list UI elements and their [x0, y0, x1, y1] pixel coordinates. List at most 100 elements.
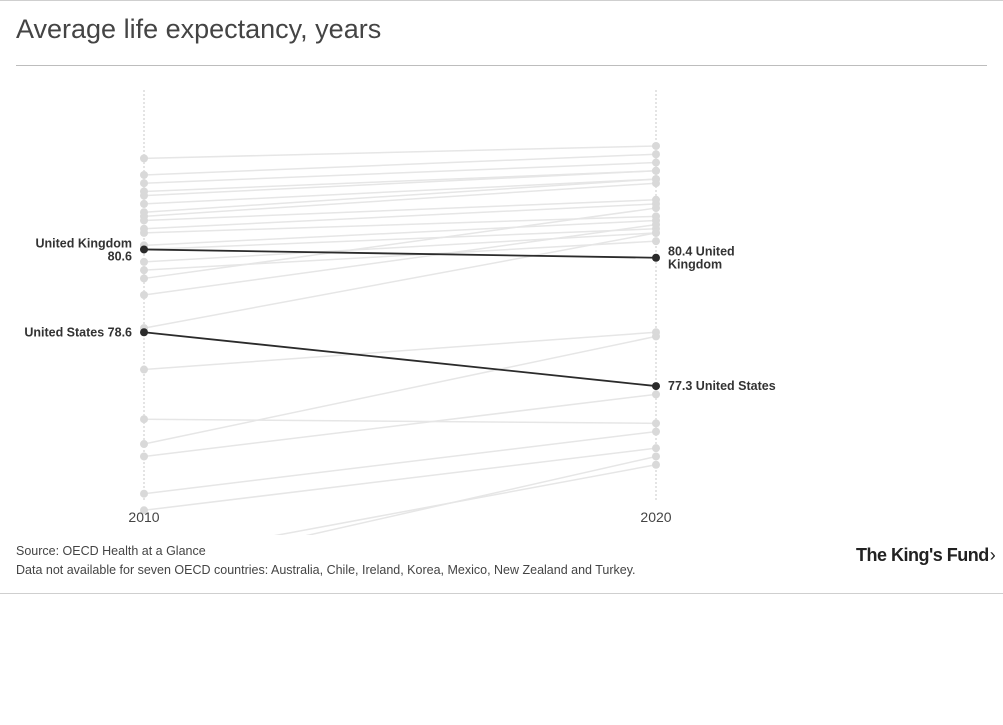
data-point-2010 [140, 257, 148, 266]
data-point-2010 [140, 415, 148, 424]
data-point-2010 [140, 199, 148, 208]
series-line [143, 447, 657, 512]
title-divider [16, 65, 987, 66]
series-line-background [140, 224, 660, 254]
series-line-background [140, 141, 660, 163]
data-point-2020 [652, 460, 660, 469]
series-line [143, 393, 657, 458]
series-line-background [140, 150, 660, 179]
united-kingdom-point-2020 [652, 253, 660, 262]
series-line [143, 199, 657, 222]
data-point-2010 [140, 179, 148, 188]
data-point-2020 [652, 452, 660, 461]
series-line [143, 153, 657, 176]
series-line [143, 223, 657, 296]
data-point-2010 [140, 506, 148, 515]
series-line-background [140, 427, 660, 498]
series-line-background [140, 444, 660, 515]
united-states-label-2010: United States 78.6 [24, 325, 132, 339]
series-line-background [140, 204, 660, 283]
data-point-2010 [140, 170, 148, 179]
series-line-background [140, 332, 660, 449]
data-point-2010 [140, 191, 148, 200]
series-line [143, 335, 657, 445]
series-line [143, 430, 657, 495]
series-line [274, 464, 657, 535]
united-states-point-2020 [652, 382, 660, 391]
series-line-background [140, 158, 660, 188]
data-point-2010 [140, 274, 148, 283]
data-point-2010 [140, 365, 148, 374]
chart-title: Average life expectancy, years [16, 14, 382, 44]
series-line-background [140, 390, 660, 461]
series-line [143, 331, 657, 371]
series-line-background [140, 415, 660, 428]
data-point-2020 [652, 237, 660, 246]
series-line [143, 203, 657, 230]
united-kingdom-label-2020-line2: Kingdom [668, 258, 722, 272]
series-line-background [305, 452, 660, 535]
data-point-2010 [140, 440, 148, 449]
series-line-background [140, 166, 660, 200]
series-line [143, 145, 657, 160]
bottom-divider [0, 593, 1003, 594]
data-point-2020 [652, 228, 660, 237]
united-kingdom-point-2010 [140, 245, 148, 254]
data-point-2020 [652, 158, 660, 167]
data-point-2020 [652, 419, 660, 428]
series-line-background [140, 199, 660, 233]
data-point-2020 [652, 220, 660, 229]
data-point-2020 [652, 332, 660, 341]
series-line-background [274, 460, 660, 535]
united-states-label-2020: 77.3 United States [668, 379, 776, 393]
series-line [143, 228, 657, 251]
chevron-right-icon: › [989, 545, 996, 565]
data-point-2010 [140, 452, 148, 461]
top-divider [0, 0, 1003, 1]
data-point-2020 [652, 179, 660, 188]
data-point-2010 [140, 216, 148, 225]
data-point-2020 [652, 390, 660, 399]
series-line [143, 232, 657, 263]
series-line [143, 219, 657, 247]
series-line [143, 178, 657, 205]
series-line [143, 418, 657, 425]
data-point-2010 [140, 228, 148, 237]
united-states-line [143, 331, 657, 387]
data-point-2010 [140, 154, 148, 163]
logo-text: The King's Fund [856, 545, 989, 565]
series-line [143, 178, 657, 213]
series-line [305, 455, 657, 535]
series-line [143, 207, 657, 280]
united-kingdom-label-2010: United Kingdom [35, 236, 132, 250]
series-line [143, 232, 657, 329]
series-line [143, 182, 657, 218]
united-kingdom-line [143, 248, 657, 259]
x-tick-label-2010: 2010 [128, 509, 159, 525]
series-line [143, 240, 657, 271]
data-point-2020 [652, 204, 660, 213]
data-point-2020 [652, 427, 660, 436]
series-line-background [140, 237, 660, 275]
united-kingdom-label-2020: 80.4 United [668, 245, 735, 259]
series-line-background [140, 216, 660, 250]
data-point-2020 [652, 150, 660, 159]
data-point-2020 [652, 166, 660, 175]
data-point-2020 [652, 444, 660, 453]
kings-fund-logo[interactable]: The King's Fund› [856, 545, 996, 566]
data-point-2020 [652, 141, 660, 150]
series-line [143, 161, 657, 184]
x-tick-label-2020: 2020 [640, 509, 671, 525]
data-point-2010 [140, 291, 148, 299]
source-note: Source: OECD Health at a Glance [16, 544, 206, 558]
series-line [143, 170, 657, 197]
series-line-background [140, 220, 660, 299]
series-line-background [140, 228, 660, 333]
data-point-2010 [140, 489, 148, 498]
data-availability-note: Data not available for seven OECD countr… [16, 563, 636, 577]
data-point-2010 [140, 266, 148, 275]
united-kingdom-value-2010: 80.6 [108, 249, 132, 263]
series-line-background [140, 328, 660, 374]
united-states-point-2010 [140, 328, 148, 337]
